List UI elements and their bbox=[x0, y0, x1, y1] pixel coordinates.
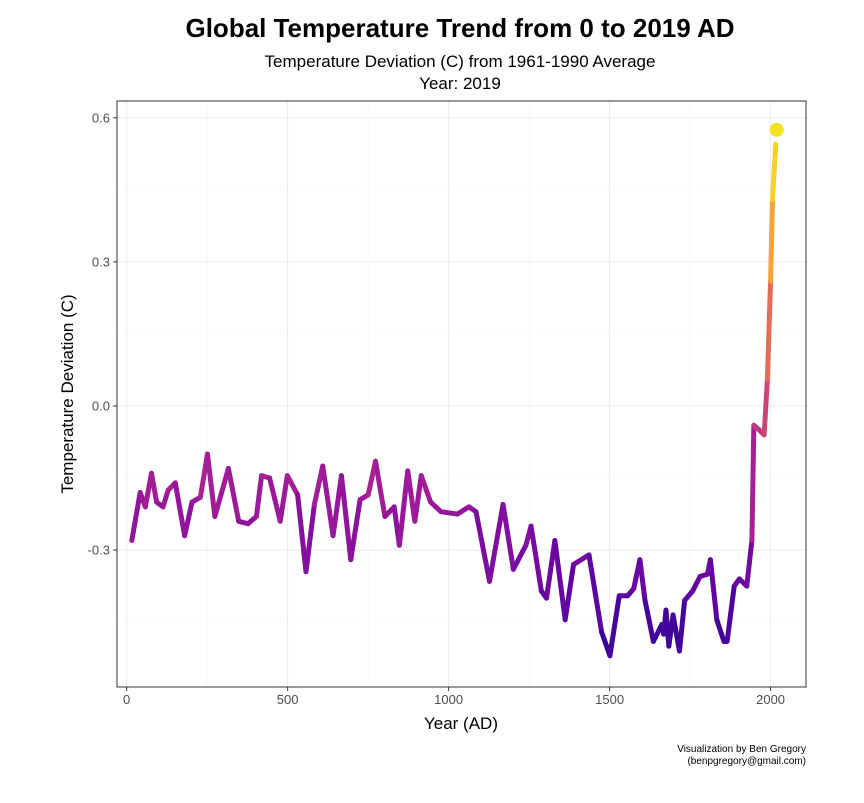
x-tick-label: 500 bbox=[277, 692, 299, 707]
line-segment bbox=[690, 574, 703, 594]
plot-panel-border bbox=[116, 100, 807, 688]
line-segment bbox=[714, 617, 727, 644]
chart-title: Global Temperature Trend from 0 to 2019 … bbox=[185, 13, 734, 43]
y-tick-label: 0.3 bbox=[92, 254, 110, 269]
grid bbox=[117, 101, 806, 687]
line-segment bbox=[148, 470, 160, 505]
line-segment bbox=[204, 451, 218, 519]
line-segment bbox=[160, 487, 171, 510]
x-axis-label: Year (AD) bbox=[424, 714, 498, 733]
x-tick-label: 2000 bbox=[756, 692, 785, 707]
line-segment bbox=[373, 458, 388, 519]
x-tick-label: 0 bbox=[123, 692, 130, 707]
x-tick-label: 1500 bbox=[595, 692, 624, 707]
line-segment bbox=[253, 473, 265, 519]
line-segment bbox=[212, 465, 231, 519]
line-segment bbox=[642, 598, 656, 644]
line-segment bbox=[552, 538, 568, 623]
temperature-line bbox=[129, 122, 784, 659]
line-segment bbox=[562, 562, 577, 623]
x-tick-label: 1000 bbox=[434, 692, 463, 707]
line-segment bbox=[724, 583, 737, 644]
line-segment bbox=[182, 499, 195, 539]
line-segment bbox=[225, 465, 242, 524]
ticks: 0 500 1000 1500 2000 -0.3 0.0 0.3 0.6 bbox=[88, 110, 785, 707]
line-segment bbox=[284, 473, 301, 498]
line-segment bbox=[707, 557, 720, 623]
line-segment bbox=[749, 422, 757, 543]
line-segment bbox=[172, 480, 188, 539]
line-segment bbox=[295, 492, 309, 575]
line-segment bbox=[412, 473, 424, 524]
line-segment bbox=[764, 278, 774, 383]
line-segment bbox=[528, 523, 544, 594]
line-segment bbox=[338, 473, 354, 563]
y-tick-label: 0.0 bbox=[92, 399, 110, 414]
line-segment bbox=[267, 475, 283, 524]
line-segment bbox=[277, 473, 290, 524]
y-tick-label: -0.3 bbox=[88, 543, 110, 558]
line-segment bbox=[129, 489, 143, 543]
line-segment bbox=[571, 552, 592, 568]
line-segment bbox=[510, 542, 529, 572]
line-segment bbox=[320, 463, 336, 539]
chart-subtitle: Temperature Deviation (C) from 1961-1990… bbox=[265, 52, 656, 71]
line-segment bbox=[676, 598, 688, 654]
line-segment bbox=[543, 538, 558, 601]
line-segment bbox=[500, 501, 516, 572]
line-segment bbox=[744, 538, 755, 589]
credit-line-1: Visualization by Ben Gregory bbox=[677, 744, 806, 755]
line-segment bbox=[637, 557, 648, 604]
line-segment bbox=[770, 141, 779, 202]
line-segment bbox=[761, 377, 770, 438]
line-segment bbox=[768, 196, 776, 284]
line-segment bbox=[303, 501, 317, 575]
line-segment bbox=[586, 552, 605, 635]
line-segment bbox=[438, 509, 460, 517]
year-label: Year: 2019 bbox=[419, 74, 501, 93]
credit-line-2: (benpgregory@gmail.com) bbox=[687, 756, 806, 767]
line-segment bbox=[473, 509, 493, 584]
y-tick-label: 0.6 bbox=[92, 110, 110, 125]
line-segment bbox=[487, 501, 506, 584]
line-segment bbox=[396, 468, 411, 548]
y-axis-label: Temperature Deviation (C) bbox=[58, 294, 77, 493]
line-segment bbox=[607, 593, 622, 659]
line-segment bbox=[418, 473, 434, 505]
end-point-marker bbox=[769, 122, 784, 137]
line-segment bbox=[348, 497, 363, 563]
